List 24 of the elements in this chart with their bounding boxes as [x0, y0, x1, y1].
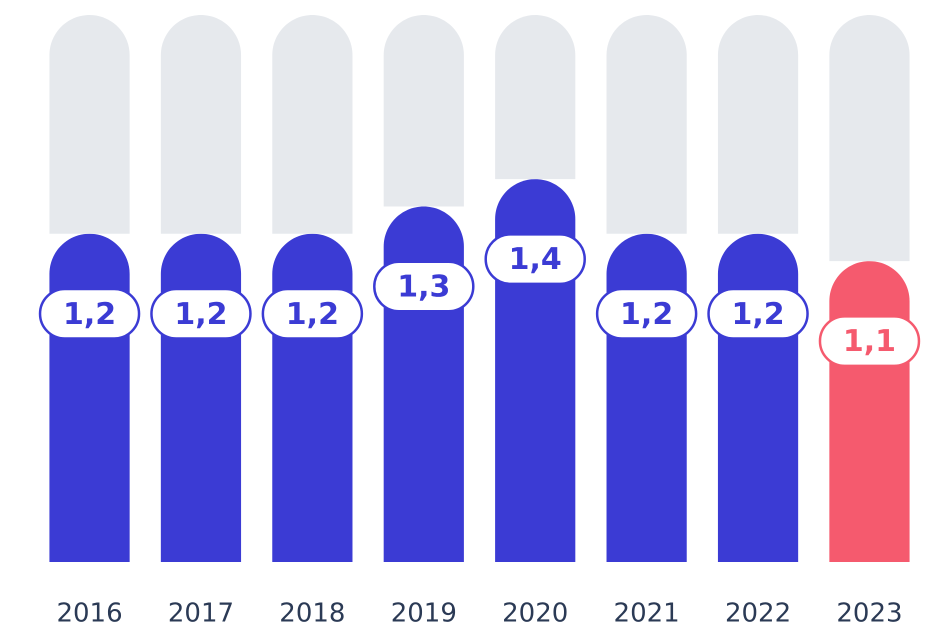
x-tick-label: 2022 [724, 598, 792, 628]
bar [49, 15, 130, 234]
data-label: 1,4 [508, 242, 562, 278]
x-tick-label: 2019 [390, 598, 457, 628]
x-tick-label: 2017 [168, 598, 234, 628]
data-label: 1,2 [174, 296, 228, 332]
bar [384, 15, 464, 206]
bar [606, 15, 687, 234]
x-tick-label: 2023 [836, 598, 903, 628]
bar [495, 15, 576, 180]
x-tick-label: 2020 [502, 598, 568, 628]
data-label: 1,2 [62, 296, 116, 332]
data-label: 1,2 [731, 296, 785, 332]
bar [829, 15, 910, 262]
x-tick-label: 2021 [614, 598, 680, 628]
bar [160, 15, 242, 234]
x-tick-label: 2018 [279, 598, 346, 628]
bar [272, 15, 352, 234]
x-tick-label: 2016 [56, 598, 123, 628]
data-label: 1,1 [842, 324, 896, 360]
bar [718, 15, 798, 234]
data-label: 1,3 [397, 269, 450, 304]
data-label: 1,2 [620, 296, 674, 332]
data-label: 1,2 [286, 296, 339, 332]
